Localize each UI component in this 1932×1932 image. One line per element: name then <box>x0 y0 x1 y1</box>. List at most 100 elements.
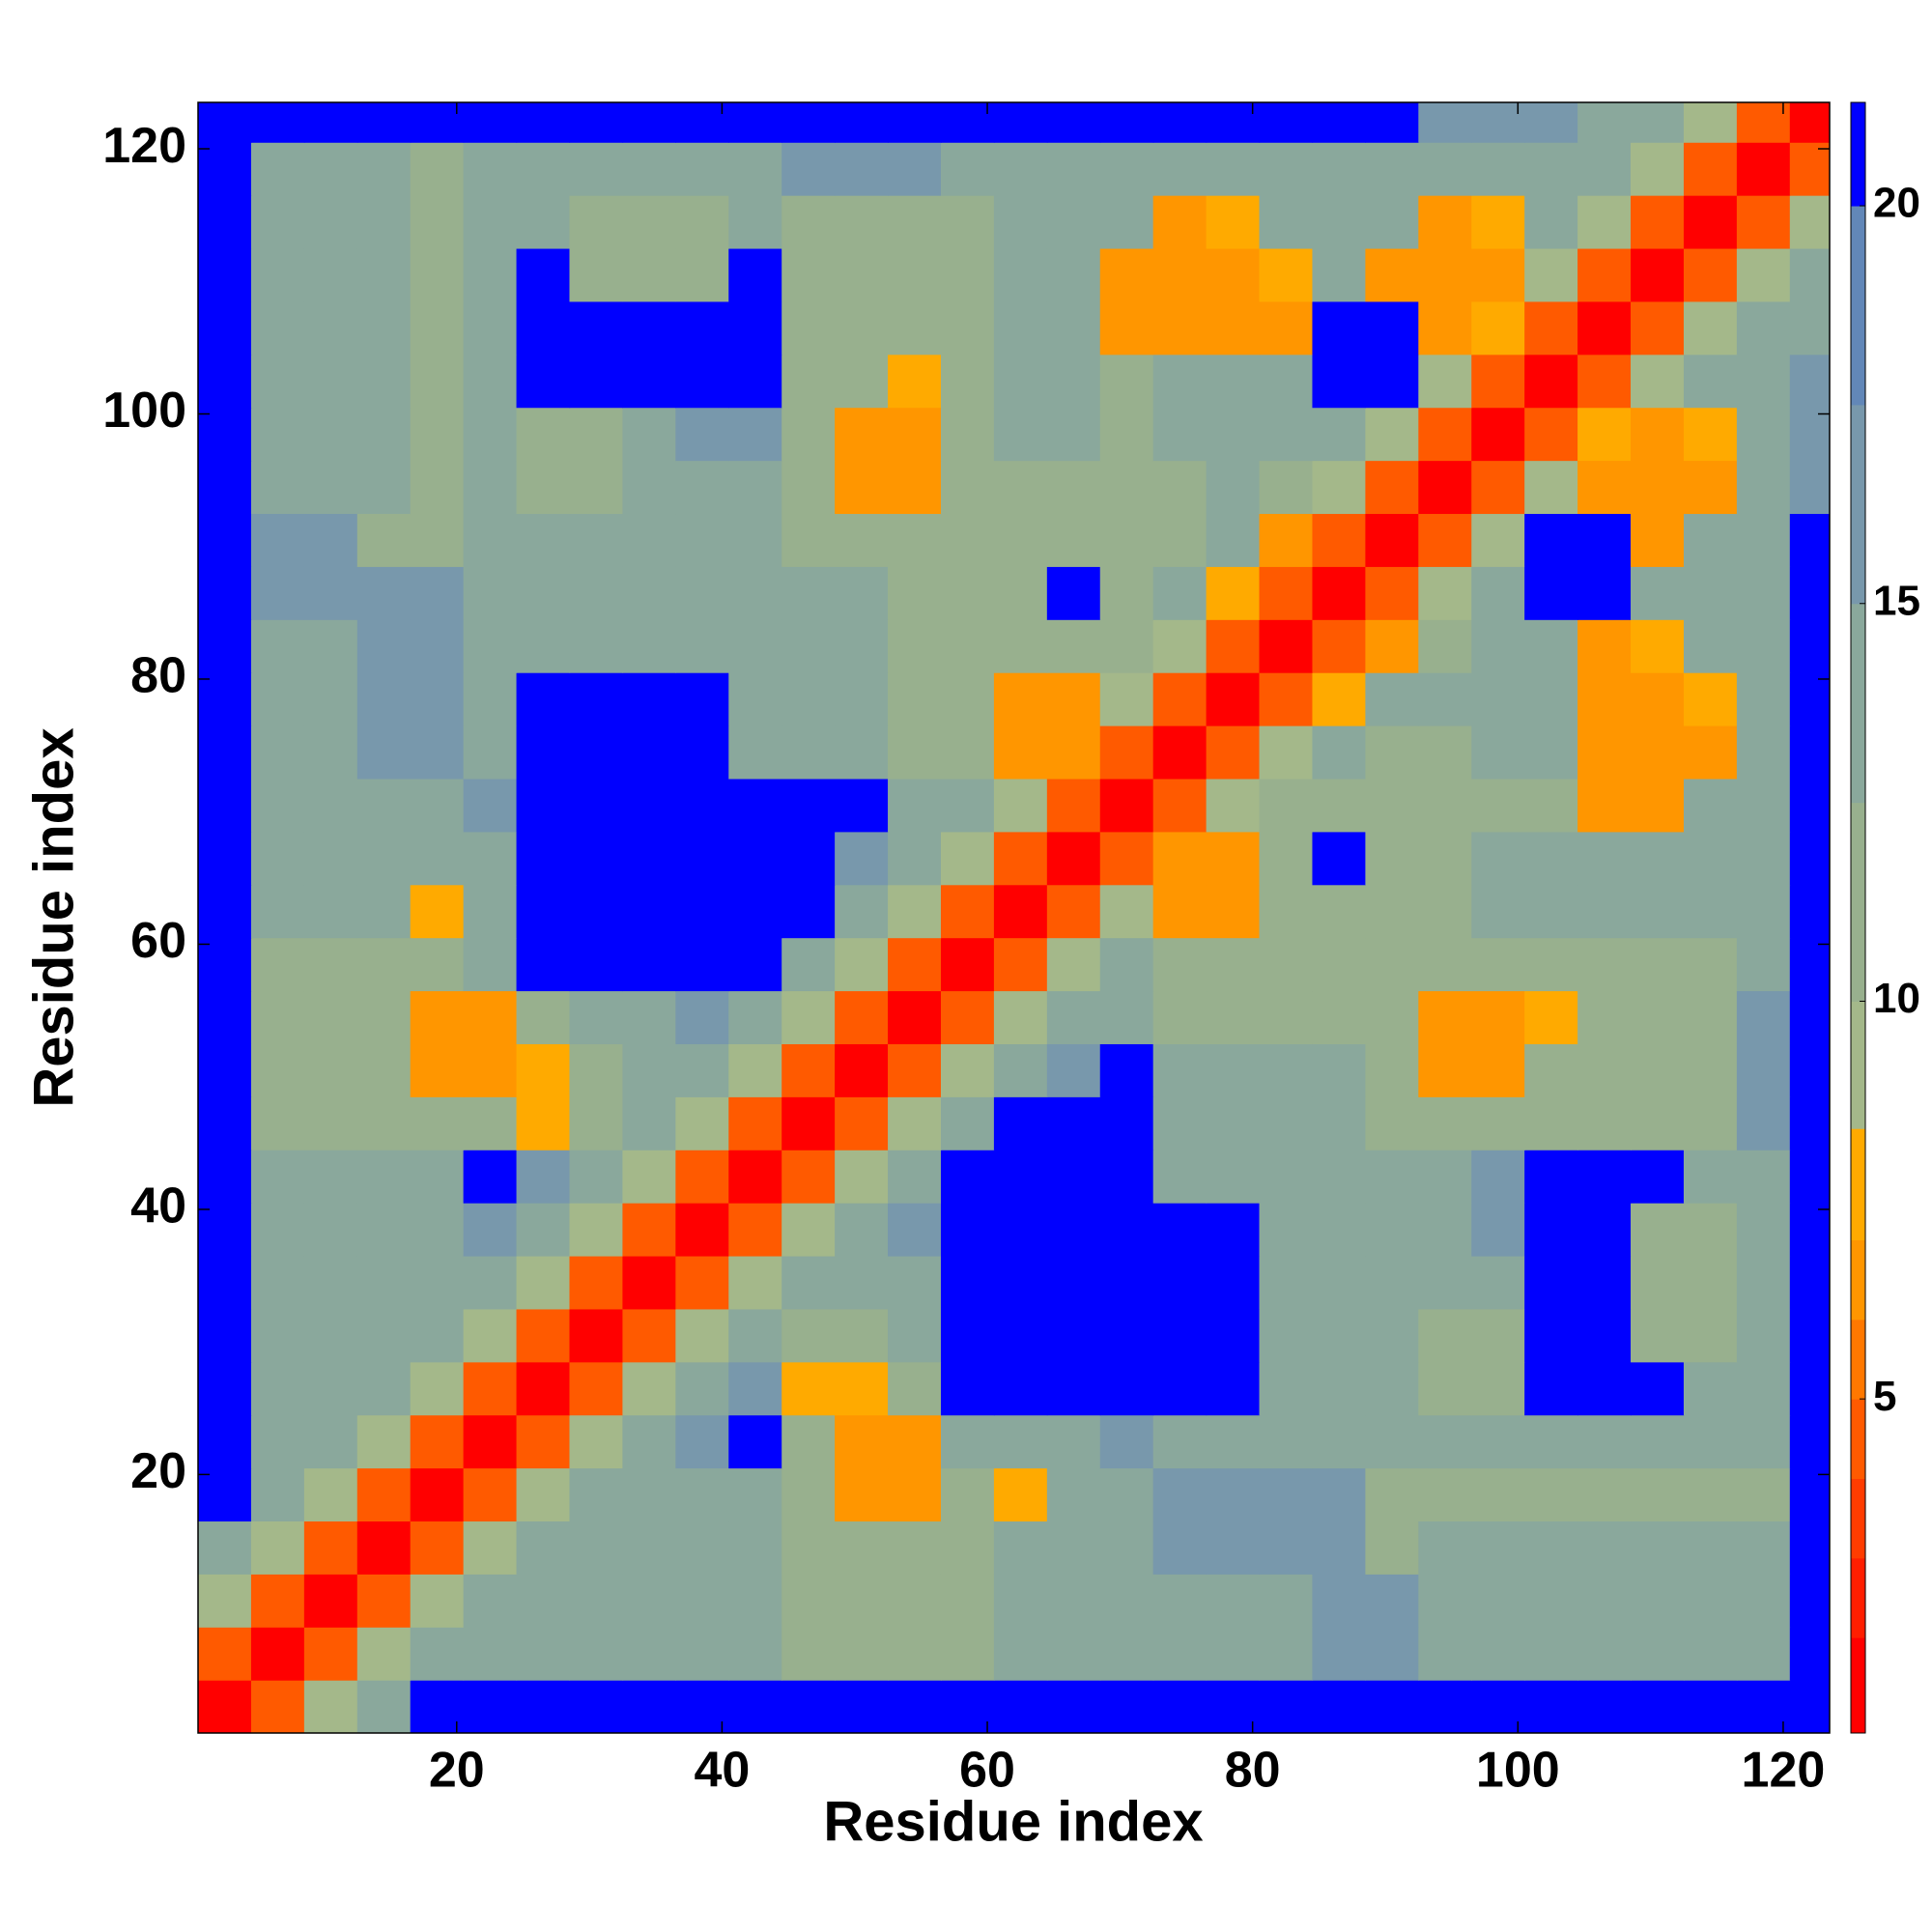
heatmap-cell <box>356 884 412 939</box>
heatmap-cell <box>781 1467 836 1522</box>
heatmap-cell <box>781 725 836 780</box>
heatmap-cell <box>1683 1308 1738 1363</box>
heatmap-cells <box>198 102 1830 1733</box>
heatmap-cell <box>410 1203 465 1257</box>
heatmap-cell <box>463 778 518 833</box>
heatmap-cell <box>303 1361 358 1416</box>
heatmap-cell <box>569 354 624 409</box>
heatmap-cell <box>1683 1574 1738 1628</box>
heatmap-cell <box>1789 1255 1830 1310</box>
heatmap-cell <box>1365 672 1419 726</box>
heatmap-cell <box>1259 1574 1314 1628</box>
heatmap-cell <box>569 102 624 143</box>
heatmap-cell <box>993 619 1048 673</box>
heatmap-cell <box>1631 672 1685 726</box>
heatmap-cell <box>1736 1520 1791 1575</box>
heatmap-cell <box>1736 142 1791 196</box>
heatmap-cell <box>835 354 889 409</box>
colorbar-segment <box>1851 1557 1865 1638</box>
heatmap-cell <box>1524 778 1578 833</box>
heatmap-cell <box>356 1361 412 1416</box>
heatmap-cell <box>356 300 412 355</box>
heatmap-cell <box>675 1574 729 1628</box>
colorbar-tick-label: 5 <box>1873 1373 1896 1420</box>
colorbar-tick-label: 20 <box>1873 180 1920 227</box>
heatmap-cell <box>198 1308 252 1363</box>
heatmap-cell <box>1099 1520 1154 1575</box>
heatmap-cell <box>1046 102 1101 143</box>
heatmap-cell <box>1631 566 1685 620</box>
heatmap-cell <box>1789 725 1830 780</box>
heatmap-cell <box>1524 1414 1578 1469</box>
heatmap-cell <box>1259 619 1314 673</box>
heatmap-cell <box>1736 566 1791 620</box>
heatmap-cell <box>1471 1308 1525 1363</box>
heatmap-cell <box>888 142 942 196</box>
heatmap-cell <box>356 831 412 886</box>
heatmap-cell <box>356 990 412 1044</box>
heatmap-cell <box>888 1150 942 1204</box>
heatmap-cell <box>1206 1467 1261 1522</box>
heatmap-cell <box>888 1467 942 1522</box>
heatmap-cell <box>888 460 942 515</box>
heatmap-cell <box>675 1361 729 1416</box>
heatmap-cell <box>1099 1361 1154 1416</box>
heatmap-cell <box>250 566 305 620</box>
heatmap-cell <box>410 1255 465 1310</box>
heatmap-cell <box>1206 1520 1261 1575</box>
heatmap-cell <box>1789 300 1830 355</box>
heatmap-cell <box>516 1520 571 1575</box>
heatmap-cell <box>728 195 782 249</box>
heatmap-cell <box>1524 247 1578 302</box>
heatmap-cell <box>781 831 836 886</box>
heatmap-cell <box>516 1627 571 1681</box>
heatmap-cell <box>1631 1627 1685 1681</box>
heatmap-cell <box>1259 672 1314 726</box>
heatmap-cell <box>410 1520 465 1575</box>
heatmap-cell <box>1683 884 1738 939</box>
heatmap-cell <box>993 1520 1048 1575</box>
heatmap-cell <box>1631 247 1685 302</box>
heatmap-cell <box>410 1574 465 1628</box>
heatmap-cell <box>993 1627 1048 1681</box>
heatmap-cell <box>1683 1361 1738 1416</box>
heatmap-cell <box>675 195 729 249</box>
heatmap-cell <box>993 672 1048 726</box>
heatmap-cell <box>728 407 782 462</box>
heatmap-cell <box>1046 407 1101 462</box>
heatmap-cell <box>303 1308 358 1363</box>
heatmap-cell <box>1099 1096 1154 1151</box>
heatmap-cell <box>1046 513 1101 567</box>
heatmap-cell <box>1683 513 1738 567</box>
heatmap-cell <box>1099 247 1154 302</box>
heatmap-cell <box>1152 407 1208 462</box>
heatmap-cell <box>516 1043 571 1097</box>
heatmap-cell <box>516 407 571 462</box>
heatmap-cell <box>622 513 676 567</box>
heatmap-cell <box>888 300 942 355</box>
heatmap-cell <box>1736 1627 1791 1681</box>
heatmap-cell <box>198 1255 252 1310</box>
heatmap-cell <box>463 1361 518 1416</box>
x-axis-label: Residue index <box>823 1790 1203 1853</box>
heatmap-cell <box>1471 990 1525 1044</box>
heatmap-cell <box>1736 513 1791 567</box>
heatmap-cell <box>1206 1203 1261 1257</box>
heatmap-cell <box>1365 725 1419 780</box>
heatmap-cell <box>410 1680 465 1733</box>
heatmap-cell <box>1046 195 1101 249</box>
heatmap-cell <box>516 354 571 409</box>
heatmap-cell <box>1365 1467 1419 1522</box>
heatmap-cell <box>1365 884 1419 939</box>
heatmap-cell <box>1789 990 1830 1044</box>
heatmap-cell <box>888 831 942 886</box>
heatmap-cell <box>993 884 1048 939</box>
heatmap-cell <box>1259 1255 1314 1310</box>
heatmap-cell <box>1471 1627 1525 1681</box>
heatmap-cell <box>835 460 889 515</box>
x-tick-label: 100 <box>1476 1743 1560 1799</box>
heatmap-cell <box>622 566 676 620</box>
heatmap-cell <box>940 937 995 992</box>
heatmap-cell <box>728 1680 782 1733</box>
heatmap-cell <box>622 884 676 939</box>
